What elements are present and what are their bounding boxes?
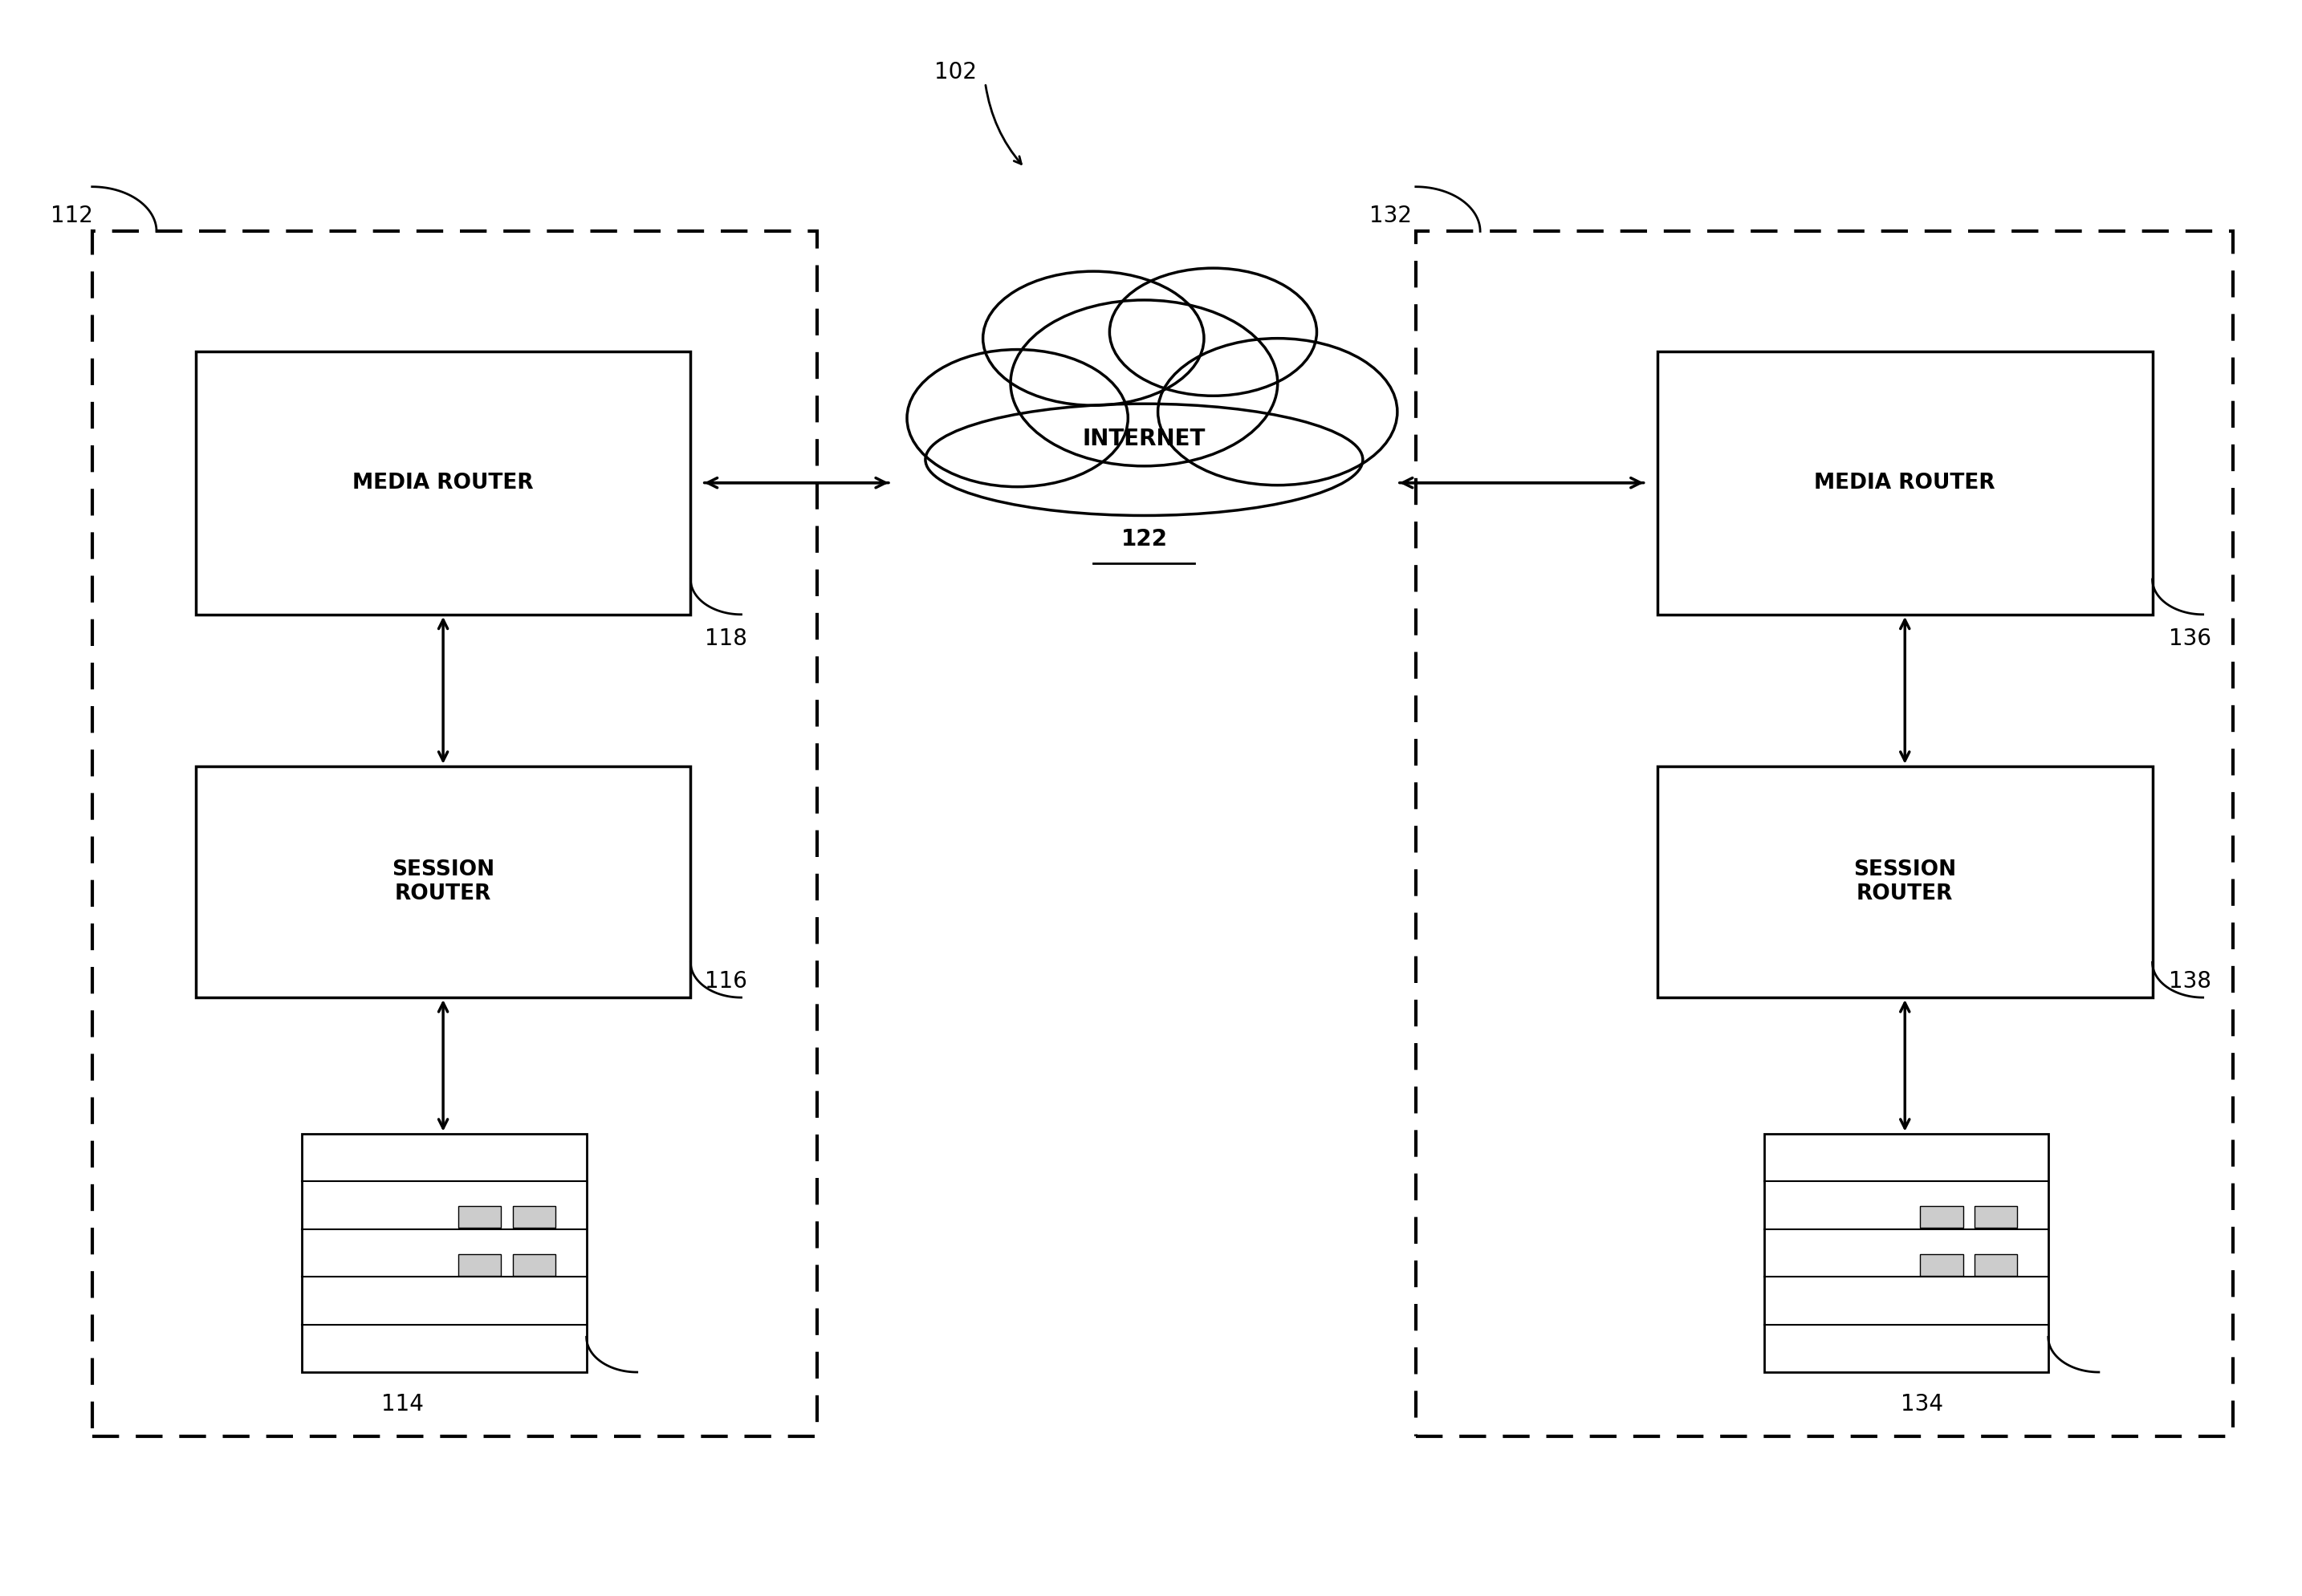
- Bar: [1763, 1133, 2049, 1373]
- Bar: [513, 1254, 555, 1275]
- Text: 136: 136: [2168, 627, 2210, 650]
- Bar: [1657, 351, 2152, 614]
- Bar: [1975, 1207, 2017, 1227]
- Ellipse shape: [1110, 268, 1317, 396]
- Text: MEDIA ROUTER: MEDIA ROUTER: [1814, 472, 1996, 493]
- Text: SESSION
ROUTER: SESSION ROUTER: [1853, 859, 1957, 905]
- Ellipse shape: [983, 271, 1204, 405]
- Text: 134: 134: [1901, 1393, 1943, 1416]
- Bar: [1416, 231, 2233, 1436]
- Bar: [92, 231, 817, 1436]
- Ellipse shape: [1011, 300, 1278, 466]
- Text: 138: 138: [2168, 970, 2210, 993]
- Bar: [458, 1207, 502, 1227]
- Ellipse shape: [907, 350, 1128, 487]
- Bar: [458, 1254, 502, 1275]
- Text: 132: 132: [1370, 204, 1411, 227]
- Bar: [196, 351, 691, 614]
- Bar: [302, 1133, 587, 1373]
- Bar: [1920, 1254, 1964, 1275]
- Text: 116: 116: [704, 970, 746, 993]
- Text: SESSION
ROUTER: SESSION ROUTER: [391, 859, 495, 905]
- Text: 114: 114: [382, 1393, 424, 1416]
- Bar: [1975, 1254, 2017, 1275]
- Bar: [196, 766, 691, 998]
- Ellipse shape: [1158, 338, 1397, 485]
- Text: 112: 112: [51, 204, 92, 227]
- Bar: [1657, 766, 2152, 998]
- Text: INTERNET: INTERNET: [1082, 428, 1206, 450]
- Text: 122: 122: [1121, 528, 1167, 551]
- Text: 118: 118: [704, 627, 746, 650]
- Text: MEDIA ROUTER: MEDIA ROUTER: [352, 472, 534, 493]
- Ellipse shape: [925, 404, 1363, 516]
- Bar: [1920, 1207, 1964, 1227]
- Text: 102: 102: [935, 61, 976, 83]
- Bar: [513, 1207, 555, 1227]
